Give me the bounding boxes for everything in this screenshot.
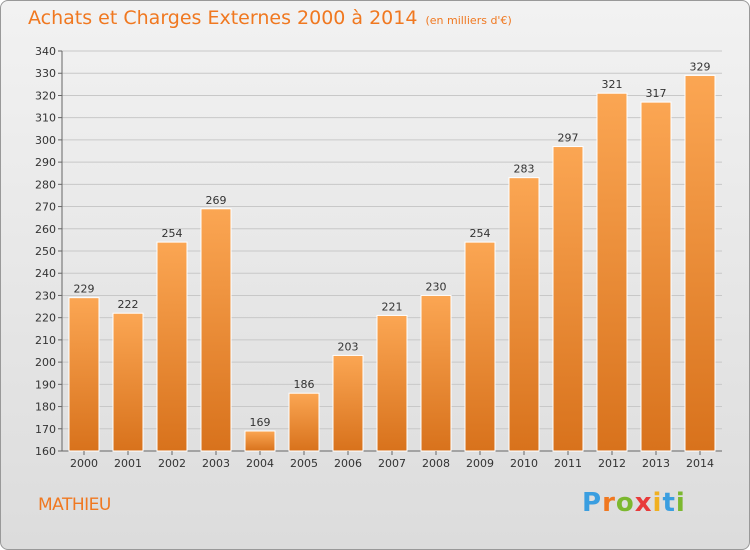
y-tick-label: 260 bbox=[35, 223, 56, 236]
data-label: 297 bbox=[558, 132, 579, 145]
x-tick-label: 2001 bbox=[114, 457, 142, 470]
data-label: 221 bbox=[382, 300, 403, 313]
data-label: 222 bbox=[118, 298, 139, 311]
logo-letter: o bbox=[615, 488, 635, 518]
data-label: 317 bbox=[646, 87, 667, 100]
y-tick-label: 320 bbox=[35, 89, 56, 102]
y-tick-label: 250 bbox=[35, 245, 56, 258]
y-tick-label: 220 bbox=[35, 312, 56, 325]
data-label: 203 bbox=[338, 340, 359, 353]
x-tick-label: 2013 bbox=[642, 457, 670, 470]
y-tick-label: 290 bbox=[35, 156, 56, 169]
bar bbox=[200, 208, 232, 452]
bar bbox=[376, 314, 408, 452]
y-tick-label: 340 bbox=[35, 45, 56, 58]
x-tick-label: 2007 bbox=[378, 457, 406, 470]
y-tick-label: 240 bbox=[35, 267, 56, 280]
bar bbox=[332, 354, 364, 452]
x-tick-label: 2002 bbox=[158, 457, 186, 470]
bar bbox=[68, 297, 100, 452]
proxiti-logo: Proxiti bbox=[582, 488, 686, 518]
chart-title-text: Achats et Charges Externes 2000 à 2014 bbox=[28, 7, 418, 29]
y-tick-label: 160 bbox=[35, 445, 56, 458]
logo-letter: i bbox=[652, 488, 663, 518]
logo-letter: P bbox=[582, 488, 603, 518]
x-tick-label: 2012 bbox=[598, 457, 626, 470]
data-label: 254 bbox=[470, 227, 491, 240]
y-tick-label: 210 bbox=[35, 334, 56, 347]
logo-letter: r bbox=[602, 488, 616, 518]
bar bbox=[288, 392, 320, 452]
data-label: 186 bbox=[294, 378, 315, 391]
y-tick-label: 330 bbox=[35, 67, 56, 80]
x-tick-label: 2014 bbox=[686, 457, 714, 470]
bar bbox=[596, 92, 628, 452]
logo-letter: x bbox=[634, 488, 653, 518]
data-label: 254 bbox=[162, 227, 183, 240]
bar bbox=[420, 294, 452, 452]
bar bbox=[640, 101, 672, 452]
y-tick-label: 230 bbox=[35, 289, 56, 302]
bar bbox=[508, 177, 540, 452]
data-label: 229 bbox=[74, 283, 95, 296]
bar bbox=[464, 241, 496, 452]
place-name: MATHIEU bbox=[38, 495, 111, 515]
x-tick-label: 2006 bbox=[334, 457, 362, 470]
bar bbox=[112, 312, 144, 452]
bar bbox=[244, 430, 276, 452]
y-tick-label: 300 bbox=[35, 134, 56, 147]
y-tick-label: 270 bbox=[35, 201, 56, 214]
y-tick-label: 180 bbox=[35, 401, 56, 414]
y-tick-label: 200 bbox=[35, 356, 56, 369]
x-tick-label: 2004 bbox=[246, 457, 274, 470]
data-label: 283 bbox=[514, 163, 535, 176]
x-tick-label: 2008 bbox=[422, 457, 450, 470]
logo-letter: t bbox=[662, 488, 676, 518]
x-tick-label: 2009 bbox=[466, 457, 494, 470]
data-label: 329 bbox=[690, 60, 711, 73]
x-tick-label: 2000 bbox=[70, 457, 98, 470]
logo-letter: i bbox=[675, 488, 686, 518]
bar bbox=[552, 146, 584, 452]
data-label: 321 bbox=[602, 78, 623, 91]
bar bbox=[684, 74, 716, 452]
chart-title: Achats et Charges Externes 2000 à 2014 (e… bbox=[28, 7, 512, 29]
x-tick-label: 2011 bbox=[554, 457, 582, 470]
y-tick-label: 280 bbox=[35, 178, 56, 191]
bar bbox=[156, 241, 188, 452]
data-label: 269 bbox=[206, 194, 227, 207]
data-label: 169 bbox=[250, 416, 271, 429]
x-tick-label: 2010 bbox=[510, 457, 538, 470]
y-tick-label: 170 bbox=[35, 423, 56, 436]
chart-unit: (en milliers d'€) bbox=[425, 14, 512, 27]
x-tick-label: 2003 bbox=[202, 457, 230, 470]
data-label: 230 bbox=[426, 280, 447, 293]
x-tick-label: 2005 bbox=[290, 457, 318, 470]
y-tick-label: 310 bbox=[35, 112, 56, 125]
y-tick-label: 190 bbox=[35, 378, 56, 391]
